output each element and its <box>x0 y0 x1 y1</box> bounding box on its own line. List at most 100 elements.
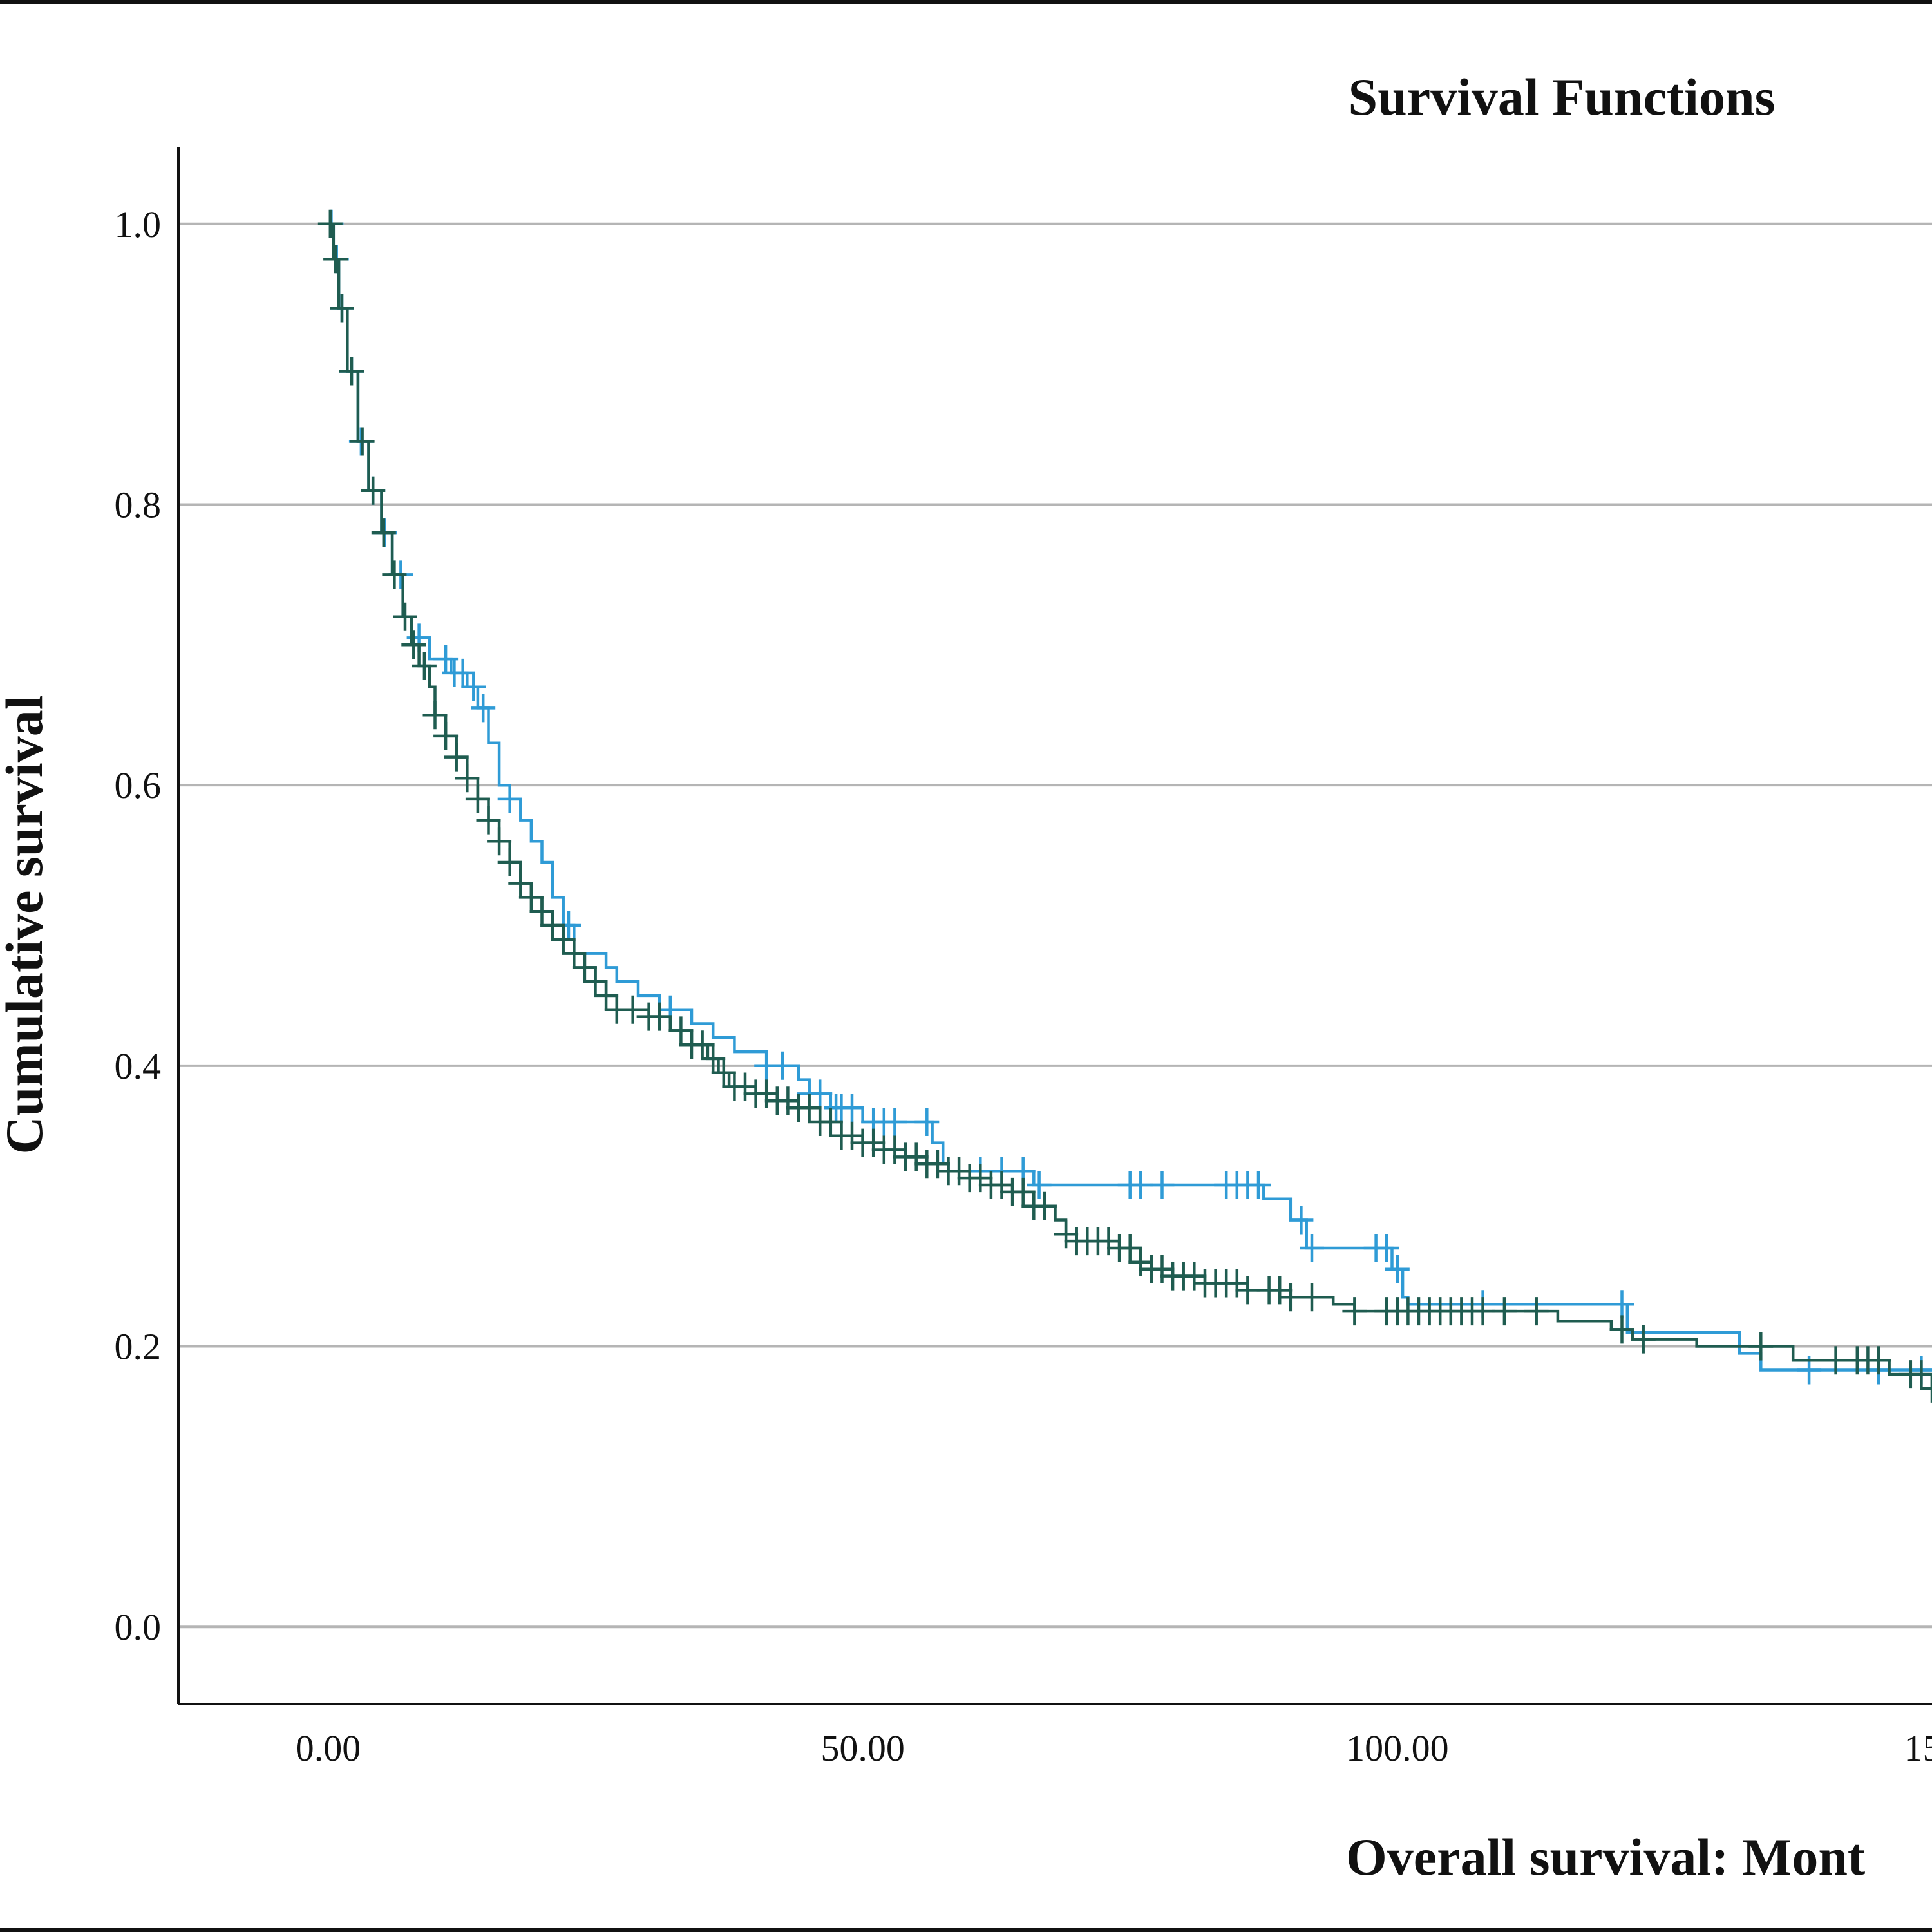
censor-mark <box>1267 1276 1293 1305</box>
censor-mark <box>371 518 396 547</box>
censor-mark <box>1289 1206 1314 1235</box>
censor-mark <box>775 1086 800 1115</box>
censor-mark <box>1823 1346 1848 1375</box>
censor-mark <box>450 658 475 687</box>
censor-mark <box>797 1094 822 1122</box>
censor-mark <box>471 694 496 723</box>
censor-mark <box>1492 1297 1517 1326</box>
censor-mark <box>1748 1332 1774 1361</box>
censor-mark <box>733 1072 757 1101</box>
censor-mark <box>330 294 354 323</box>
censor-mark <box>914 1108 940 1136</box>
censor-mark <box>422 701 448 730</box>
censor-mark <box>1866 1346 1891 1375</box>
y-tick-label: 0.2 <box>115 1326 162 1368</box>
censor-mark <box>770 1051 795 1080</box>
censor-mark <box>393 602 417 631</box>
censor-mark <box>1010 1177 1036 1206</box>
y-axis-label: Cumulative survival <box>0 696 53 1155</box>
censor-mark <box>444 743 469 772</box>
censor-mark <box>382 560 407 589</box>
survival-series-2 <box>317 209 1932 1403</box>
censor-mark <box>551 925 576 954</box>
censor-mark <box>562 939 587 968</box>
survival-curve-2 <box>328 222 1932 1388</box>
y-tick-label: 0.8 <box>115 484 162 526</box>
censor-mark <box>461 672 486 701</box>
survival-chart-canvas: Survival Functions Cumulative survival O… <box>0 68 1932 1886</box>
censor-mark <box>711 1058 736 1087</box>
censor-mark <box>1235 1276 1260 1305</box>
censor-mark <box>1224 1269 1249 1298</box>
x-axis-label: Overall survival: Mont <box>1346 1828 1865 1886</box>
censor-mark <box>861 1128 886 1157</box>
y-tick-label: 1.0 <box>115 204 162 245</box>
censor-mark <box>1385 1255 1410 1283</box>
censor-mark <box>518 883 544 912</box>
censor-mark <box>1278 1283 1303 1312</box>
censor-mark <box>476 806 501 835</box>
censor-mark <box>508 869 533 898</box>
tick-labels: 0.0 0.2 0.4 0.6 0.8 1.0 0.00 50.00 100.00 150 <box>115 204 1932 1769</box>
x-tick-label: 0.00 <box>296 1727 361 1769</box>
censor-mark <box>350 427 375 456</box>
censor-mark <box>1246 1171 1271 1199</box>
censor-mark <box>1117 1234 1142 1262</box>
censor-mark <box>882 1108 907 1136</box>
censor-mark <box>690 1030 715 1059</box>
series-layer <box>317 209 1932 1403</box>
censor-mark <box>1096 1227 1121 1256</box>
censor-mark <box>647 1002 672 1031</box>
x-tick-label: 100.00 <box>1346 1727 1449 1769</box>
censor-mark <box>455 764 480 793</box>
censor-mark <box>1150 1171 1175 1199</box>
censor-mark <box>1300 1283 1324 1312</box>
censor-mark <box>947 1157 972 1186</box>
censor-mark <box>668 1016 694 1045</box>
censor-mark <box>1909 1360 1932 1389</box>
censor-mark <box>465 784 490 813</box>
censor-mark <box>754 1079 779 1108</box>
censor-mark <box>840 1094 864 1122</box>
censor-mark <box>412 652 437 680</box>
x-tick-label: 50.00 <box>820 1727 905 1769</box>
censor-mark <box>1470 1297 1495 1326</box>
censor-mark <box>882 1135 907 1164</box>
censor-mark <box>1374 1234 1399 1262</box>
censor-mark <box>1524 1297 1549 1326</box>
censor-mark <box>1128 1171 1153 1199</box>
censor-mark <box>583 967 608 996</box>
censor-mark <box>1609 1290 1634 1319</box>
censor-mark <box>620 995 645 1024</box>
censor-mark <box>540 911 565 940</box>
censor-mark <box>1300 1234 1324 1262</box>
censor-mark <box>1920 1374 1932 1403</box>
chart-title: Survival Functions <box>1349 68 1776 126</box>
censor-mark <box>594 981 619 1010</box>
axes <box>177 147 1932 1705</box>
censor-mark <box>818 1108 843 1136</box>
y-tick-label: 0.6 <box>115 764 162 806</box>
y-tick-label: 0.4 <box>115 1045 162 1087</box>
censor-mark <box>1032 1191 1057 1220</box>
censor-mark <box>925 1150 950 1179</box>
censor-mark <box>1128 1247 1153 1276</box>
censor-mark <box>1054 1220 1079 1249</box>
x-tick-label: 150 <box>1904 1727 1932 1769</box>
gridlines <box>178 222 1932 1629</box>
survival-series-1 <box>319 209 1932 1385</box>
censor-mark <box>1150 1255 1175 1283</box>
censor-mark <box>497 784 522 813</box>
censor-mark <box>701 1044 726 1073</box>
censor-mark <box>840 1121 864 1150</box>
censor-mark <box>529 897 554 926</box>
censor-mark <box>1027 1171 1052 1199</box>
censor-mark <box>361 476 386 505</box>
censor-mark <box>904 1142 929 1171</box>
censor-mark <box>989 1171 1014 1199</box>
censor-mark <box>317 209 343 238</box>
censor-mark <box>487 827 512 856</box>
y-tick-label: 0.0 <box>115 1606 162 1648</box>
censor-mark <box>1631 1325 1656 1354</box>
censor-mark <box>401 630 426 659</box>
